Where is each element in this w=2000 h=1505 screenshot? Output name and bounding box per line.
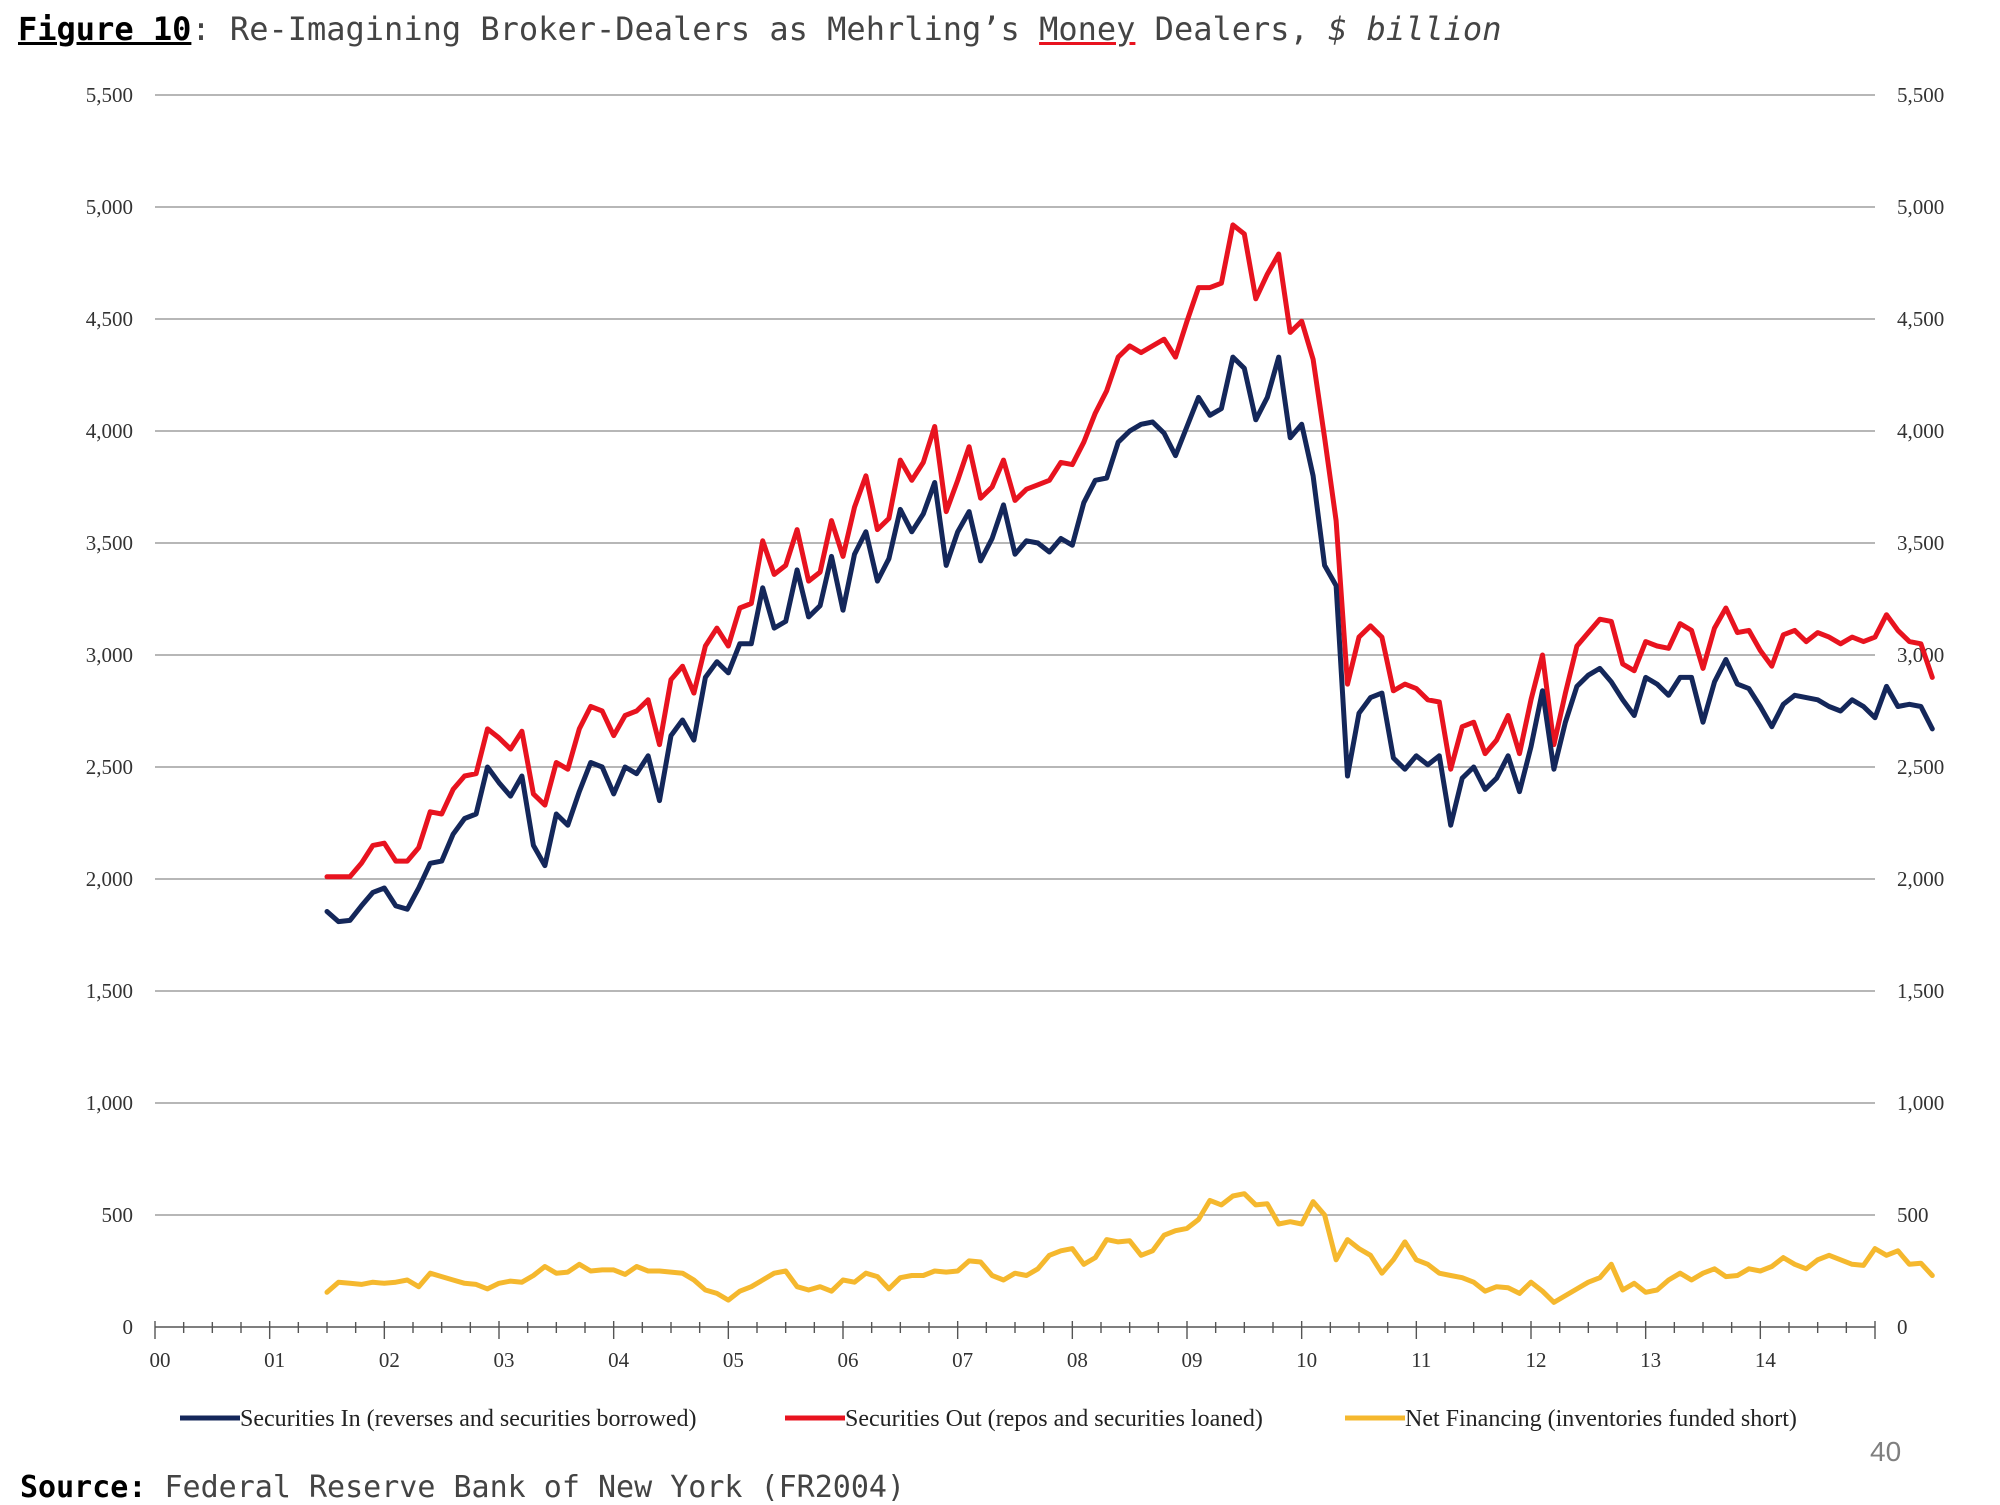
x-tick-label: 11	[1411, 1348, 1431, 1372]
x-axis: 00 01 02 03 04 05 06 07 08 09 10 11 12 13 14	[150, 1321, 1876, 1372]
y-tick-label-right: 1,500	[1897, 979, 1944, 1003]
y-tick-label-left: 2,500	[86, 755, 133, 779]
y-tick-label-left: 2,000	[86, 867, 133, 891]
source-label: Source:	[20, 1470, 147, 1505]
x-tick-label: 14	[1755, 1348, 1777, 1372]
y-tick-label-left: 4,000	[86, 419, 133, 443]
x-tick-label: 07	[952, 1348, 973, 1372]
x-tick-label: 13	[1640, 1348, 1661, 1372]
series-lines	[324, 222, 1935, 1305]
y-tick-label-left: 5,500	[86, 83, 133, 107]
legend-label: Securities Out (repos and securities loa…	[845, 1406, 1263, 1432]
legend-label: Securities In (reverses and securities b…	[240, 1406, 697, 1432]
gridlines	[155, 94, 1875, 1216]
chart-title: Figure 10: Re-Imagining Broker-Dealers a…	[18, 10, 1501, 48]
y-tick-label-right: 2,000	[1897, 867, 1944, 891]
x-tick-label: 10	[1296, 1348, 1317, 1372]
x-tick-label: 08	[1067, 1348, 1088, 1372]
x-tick-label: 12	[1526, 1348, 1547, 1372]
y-tick-label-right: 4,000	[1897, 419, 1944, 443]
title-post-text: Dealers,	[1135, 10, 1329, 48]
x-tick-label: 02	[379, 1348, 400, 1372]
y-tick-label-left: 0	[123, 1315, 134, 1339]
left-y-axis: 0 500 1,000 1,500 2,000 2,500 3,000 3,500 4,000 4…	[86, 83, 133, 1339]
source-note: Source: Federal Reserve Bank of New York…	[20, 1470, 905, 1505]
y-tick-label-left: 4,500	[86, 307, 133, 331]
title-pre-text: : Re-Imagining Broker-Dealers as Mehrlin…	[191, 10, 1040, 48]
page-number: 40	[1870, 1436, 1902, 1467]
y-tick-label-right: 5,000	[1897, 195, 1944, 219]
x-tick-label: 00	[150, 1348, 171, 1372]
legend-label: Net Financing (inventories funded short)	[1405, 1406, 1797, 1432]
y-tick-label-left: 3,000	[86, 643, 133, 667]
series-line-2	[324, 222, 1935, 880]
y-tick-label-left: 1,500	[86, 979, 133, 1003]
series-line-3	[324, 1191, 1935, 1305]
x-tick-label: 09	[1182, 1348, 1203, 1372]
y-tick-label-left: 3,500	[86, 531, 133, 555]
y-tick-label-right: 1,000	[1897, 1091, 1944, 1115]
x-tick-label: 03	[494, 1348, 515, 1372]
series-line-1	[324, 354, 1935, 925]
x-tick-label: 04	[608, 1348, 630, 1372]
y-tick-label-left: 1,000	[86, 1091, 133, 1115]
y-tick-label-left: 5,000	[86, 195, 133, 219]
y-tick-label-right: 500	[1897, 1203, 1929, 1227]
x-tick-label: 01	[264, 1348, 285, 1372]
legend: Securities In (reverses and securities b…	[180, 1406, 1797, 1432]
source-text: Federal Reserve Bank of New York (FR2004…	[146, 1470, 906, 1505]
x-tick-label: 06	[838, 1348, 859, 1372]
y-tick-label-right: 0	[1897, 1315, 1908, 1339]
y-tick-label-left: 500	[102, 1203, 134, 1227]
y-tick-label-right: 5,500	[1897, 83, 1944, 107]
y-tick-label-right: 2,500	[1897, 755, 1944, 779]
y-tick-label-right: 3,500	[1897, 531, 1944, 555]
x-tick-label: 05	[723, 1348, 744, 1372]
right-y-axis: 05001,0001,5002,0002,5003,0003,5004,0004…	[1897, 83, 1944, 1339]
line-chart: 05001,0001,5002,0002,5003,0003,5004,0004…	[86, 83, 1945, 1432]
figure-label: Figure 10	[18, 10, 192, 48]
title-unit: $ billion	[1328, 10, 1502, 48]
title-money-word: Money	[1039, 10, 1136, 48]
y-tick-label-right: 4,500	[1897, 307, 1944, 331]
